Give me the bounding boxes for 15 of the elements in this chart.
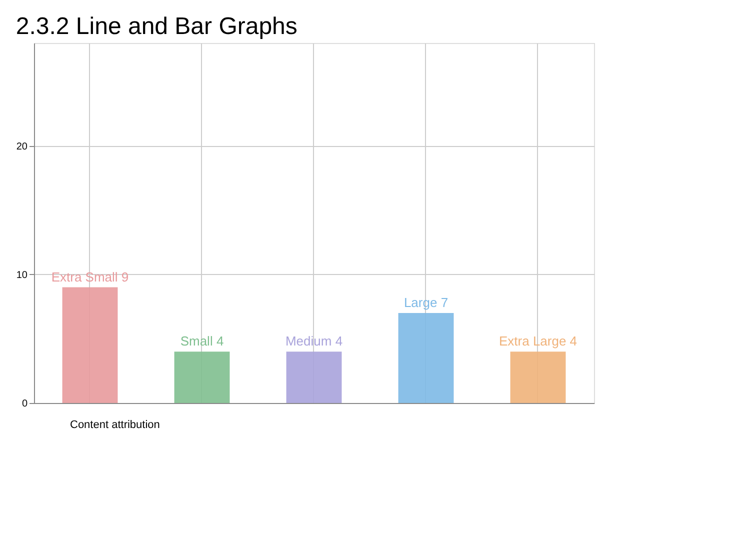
bar — [174, 352, 230, 403]
data-label: Small 4 — [180, 334, 224, 349]
data-label: Extra Small 9 — [51, 269, 129, 284]
y-tick-label: 10 — [16, 270, 28, 281]
bar — [62, 287, 118, 403]
text: Content attribution — [70, 419, 161, 431]
data-label: Large 7 — [404, 295, 448, 310]
bar — [286, 352, 342, 403]
data-label: Extra Large 4 — [498, 334, 578, 349]
bar — [398, 313, 454, 403]
chart-title: 2.3.2 Line and Bar Graphs — [16, 13, 298, 40]
y-tick-label: 20 — [16, 141, 28, 152]
bar — [510, 352, 566, 403]
y-tick-label: 0 — [22, 398, 28, 410]
data-label: Medium 4 — [285, 334, 343, 349]
